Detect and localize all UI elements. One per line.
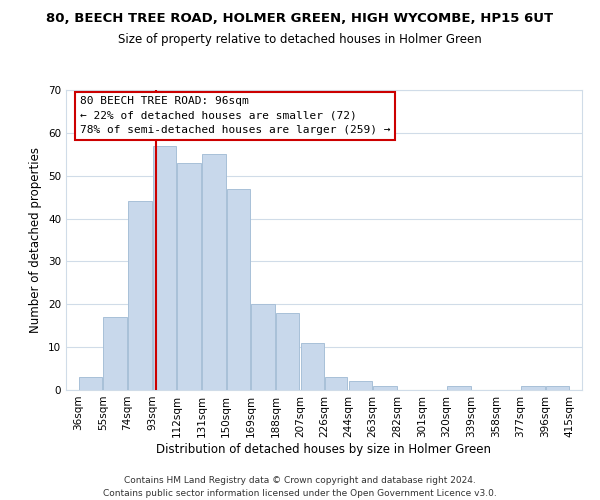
Text: 80, BEECH TREE ROAD, HOLMER GREEN, HIGH WYCOMBE, HP15 6UT: 80, BEECH TREE ROAD, HOLMER GREEN, HIGH … [46,12,554,26]
Bar [521,386,545,390]
Bar [153,146,176,390]
Y-axis label: Number of detached properties: Number of detached properties [29,147,43,333]
Bar [103,317,127,390]
Text: Contains HM Land Registry data © Crown copyright and database right 2024.
Contai: Contains HM Land Registry data © Crown c… [103,476,497,498]
Bar [202,154,226,390]
Bar [545,386,569,390]
Bar [276,313,299,390]
Text: 80 BEECH TREE ROAD: 96sqm
← 22% of detached houses are smaller (72)
78% of semi-: 80 BEECH TREE ROAD: 96sqm ← 22% of detac… [80,96,390,135]
Bar [79,377,103,390]
Bar [251,304,275,390]
Bar [447,386,470,390]
Bar [178,163,201,390]
Bar [227,188,250,390]
Text: Size of property relative to detached houses in Holmer Green: Size of property relative to detached ho… [118,32,482,46]
Bar [128,202,152,390]
Bar [349,382,372,390]
Bar [373,386,397,390]
Bar [301,343,324,390]
Bar [325,377,347,390]
X-axis label: Distribution of detached houses by size in Holmer Green: Distribution of detached houses by size … [157,442,491,456]
